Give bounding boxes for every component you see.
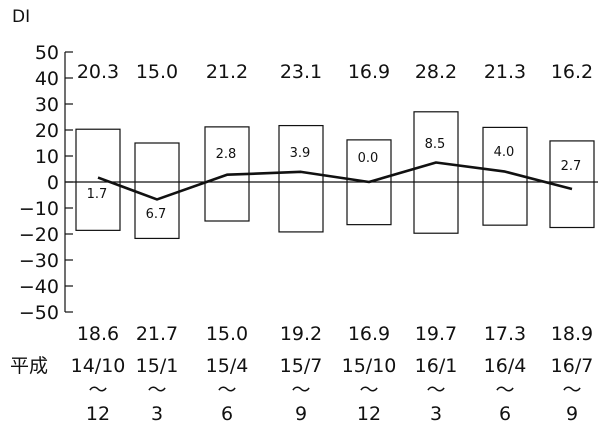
period-from-label: 16/4 (484, 355, 527, 377)
di-value-label: 0.0 (358, 151, 379, 166)
y-axis: 50 40 30 20 10 0 −10 −20 −30 −40 −50 (19, 42, 73, 324)
period-separator: 〜 (562, 379, 581, 401)
upper-value-label: 15.0 (136, 61, 178, 83)
range-box (134, 142, 180, 240)
period-to-label: 9 (295, 403, 307, 425)
y-tick-label: −30 (19, 250, 59, 272)
period-from-label: 15/4 (206, 355, 249, 377)
period-to-label: 12 (357, 403, 381, 425)
range-box (413, 111, 459, 234)
di-value-label: 1.7 (87, 187, 108, 202)
upper-value-label: 21.3 (484, 61, 526, 83)
period-from-label: 16/1 (415, 355, 458, 377)
upper-value-label: 20.3 (77, 61, 119, 83)
period-to-label: 6 (221, 403, 233, 425)
y-tick-label: 50 (35, 42, 59, 64)
range-box (482, 126, 528, 226)
period-separator: 〜 (217, 379, 236, 401)
period-to-label: 12 (86, 403, 110, 425)
period-from-label: 16/7 (551, 355, 594, 377)
range-box (75, 128, 121, 231)
y-tick-label: 10 (35, 146, 59, 168)
lower-value-label: 18.9 (551, 323, 593, 345)
lower-value-label: 21.7 (136, 323, 178, 345)
lower-value-label: 17.3 (484, 323, 526, 345)
period-to-label: 3 (151, 403, 163, 425)
period-separator: 〜 (495, 379, 514, 401)
lower-value-label: 19.7 (415, 323, 457, 345)
di-value-label: 4.0 (494, 145, 515, 160)
y-tick-label: −20 (19, 224, 59, 246)
period-from-label: 15/7 (280, 355, 323, 377)
upper-value-label: 21.2 (206, 61, 248, 83)
y-axis-label: DI (12, 7, 30, 27)
period-separator: 〜 (88, 379, 107, 401)
di-value-label: 6.7 (146, 207, 167, 222)
period-separator: 〜 (147, 379, 166, 401)
y-tick-label: −50 (19, 302, 59, 324)
upper-value-label: 28.2 (415, 61, 457, 83)
di-value-label: 2.7 (561, 159, 582, 174)
lower-value-label: 19.2 (280, 323, 322, 345)
range-boxes (75, 111, 595, 240)
value-labels: 20.3 18.6 1.7 15.0 21.7 6.7 21.2 15.0 2.8 23.1 19.… (77, 61, 593, 345)
upper-value-label: 23.1 (280, 61, 322, 83)
period-to-label: 6 (499, 403, 511, 425)
di-series-line (97, 161, 573, 201)
lower-value-label: 18.6 (77, 323, 119, 345)
era-label: 平成 (10, 355, 48, 377)
lower-value-label: 16.9 (348, 323, 390, 345)
period-separator: 〜 (426, 379, 445, 401)
y-tick-label: 0 (47, 172, 59, 194)
y-tick-label: −10 (19, 198, 59, 220)
upper-value-label: 16.9 (348, 61, 390, 83)
di-value-label: 3.9 (290, 146, 311, 161)
y-tick-label: 20 (35, 120, 59, 142)
period-from-label: 15/1 (136, 355, 179, 377)
period-from-label: 14/10 (71, 355, 126, 377)
y-tick-label: 40 (35, 68, 59, 90)
period-labels: 平成 14/10〜1215/1〜315/4〜615/7〜915/10〜1216/1… (10, 355, 593, 425)
upper-value-label: 16.2 (551, 61, 593, 83)
di-value-label: 2.8 (216, 147, 237, 162)
range-box (278, 124, 324, 233)
period-separator: 〜 (291, 379, 310, 401)
period-from-label: 15/10 (342, 355, 397, 377)
period-to-label: 9 (566, 403, 578, 425)
period-separator: 〜 (359, 379, 378, 401)
period-to-label: 3 (430, 403, 442, 425)
lower-value-label: 15.0 (206, 323, 248, 345)
di-value-label: 8.5 (425, 137, 446, 152)
y-tick-label: 30 (35, 94, 59, 116)
y-tick-label: −40 (19, 276, 59, 298)
